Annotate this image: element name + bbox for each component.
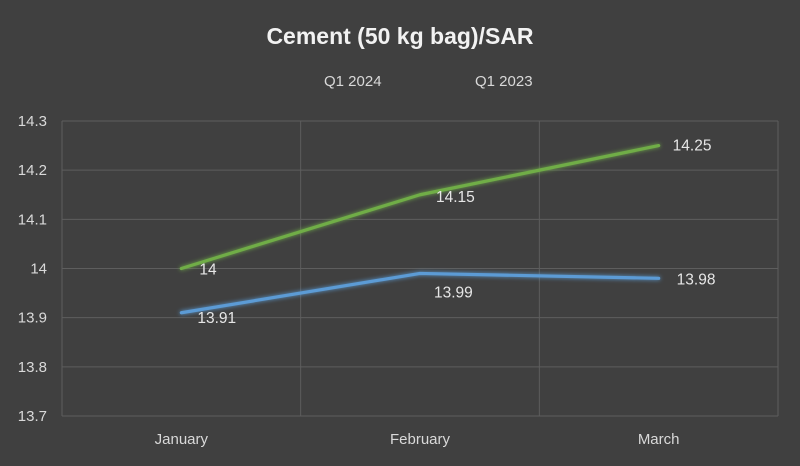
data-label: 13.98 xyxy=(677,271,716,288)
series-line-q1-2024 xyxy=(179,143,661,271)
series-line-q1-2023 xyxy=(179,271,661,315)
data-label: 14.15 xyxy=(436,189,475,206)
x-tick-label: February xyxy=(390,431,451,448)
y-axis: 13.7 13.8 13.9 14 14.1 14.2 14.3 xyxy=(18,113,47,425)
data-label: 13.91 xyxy=(197,310,236,327)
chart-title: Cement (50 kg bag)/SAR xyxy=(266,23,533,49)
y-tick-label: 13.7 xyxy=(18,408,47,425)
data-label: 14 xyxy=(199,262,217,279)
legend-label: Q1 2023 xyxy=(475,73,533,90)
data-labels: 14 14.15 14.25 13.91 13.99 13.98 xyxy=(197,138,715,327)
y-tick-label: 14.3 xyxy=(18,113,47,130)
x-tick-label: March xyxy=(638,431,680,448)
x-axis: January February March xyxy=(155,431,680,448)
y-tick-label: 14.1 xyxy=(18,211,47,228)
y-tick-label: 13.8 xyxy=(18,359,47,376)
gridlines xyxy=(61,120,779,417)
x-tick-label: January xyxy=(155,431,209,448)
legend-label: Q1 2024 xyxy=(324,73,382,90)
legend: Q1 2024 Q1 2023 xyxy=(284,73,533,90)
data-label: 13.99 xyxy=(434,284,473,301)
y-tick-label: 14.2 xyxy=(18,162,47,179)
y-tick-label: 14 xyxy=(30,261,47,278)
y-tick-label: 13.9 xyxy=(18,310,47,327)
data-label: 14.25 xyxy=(673,138,712,155)
series-lines xyxy=(179,143,661,315)
